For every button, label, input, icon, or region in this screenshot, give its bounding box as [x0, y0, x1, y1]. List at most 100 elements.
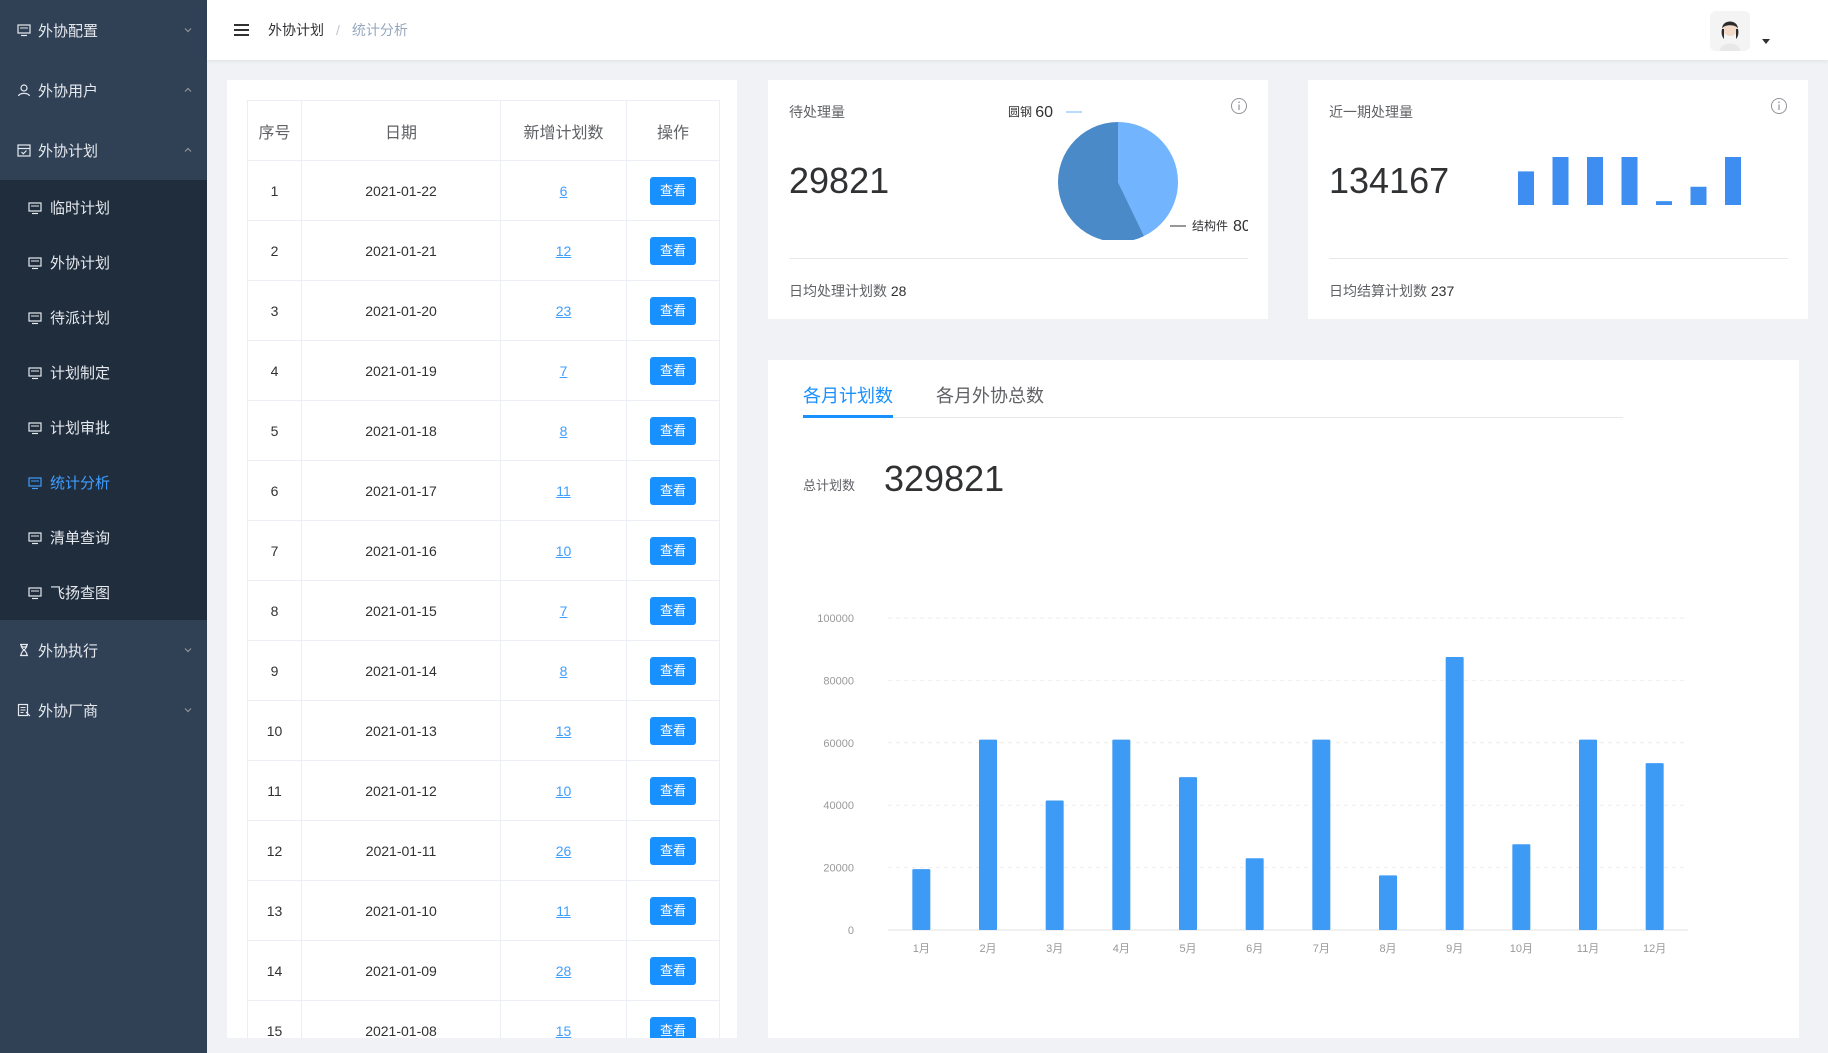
bar — [1312, 739, 1331, 930]
view-button[interactable]: 查看 — [650, 1016, 696, 1038]
mini-bar — [1656, 201, 1672, 205]
sidebar-item-2[interactable]: 待派计划 — [0, 290, 207, 345]
cell-count: 26 — [500, 820, 627, 881]
view-button[interactable]: 查看 — [650, 476, 696, 505]
sidebar-item-5[interactable]: 统计分析 — [0, 455, 207, 510]
menu-label: 外协计划 — [38, 142, 99, 160]
count-link[interactable]: 7 — [559, 602, 568, 619]
cell-count: 8 — [500, 640, 627, 701]
view-button[interactable]: 查看 — [650, 176, 696, 205]
cell-action: 查看 — [626, 700, 720, 761]
sidebar-item-0[interactable]: 临时计划 — [0, 180, 207, 235]
table-row: 10 2021-01-13 13 查看 — [247, 700, 720, 761]
menu-outsource-user[interactable]: 外协用户 — [0, 60, 207, 120]
avatar-image — [1710, 11, 1750, 51]
breadcrumb-item[interactable]: 外协计划 — [268, 22, 324, 38]
daily-plan-table-card: 序号 日期 新增计划数 操作 1 2021-01-22 6 查看 2 2021-01-21… — [227, 80, 737, 1038]
cell-date: 2021-01-10 — [301, 880, 501, 941]
cell-count: 7 — [500, 340, 627, 401]
count-link[interactable]: 11 — [556, 482, 571, 499]
count-link[interactable]: 10 — [555, 542, 572, 559]
x-tick-label: 2月 — [979, 943, 996, 955]
count-link[interactable]: 26 — [555, 842, 572, 859]
cell-index: 13 — [247, 880, 302, 941]
pie-value-label: 80 — [1233, 218, 1248, 235]
tab-monthly-outsource[interactable]: 各月外协总数 — [936, 386, 1044, 406]
count-link[interactable]: 10 — [555, 782, 572, 799]
sidebar-item-label: 外协计划 — [50, 255, 111, 272]
hamburger-menu-icon[interactable] — [234, 21, 252, 39]
sidebar-item-label: 计划审批 — [50, 420, 111, 437]
count-link[interactable]: 12 — [555, 242, 572, 259]
count-link[interactable]: 11 — [556, 902, 571, 919]
view-button[interactable]: 查看 — [650, 896, 696, 925]
breadcrumb: 外协计划 / 统计分析 — [268, 20, 408, 40]
chevron-down-icon — [184, 708, 192, 713]
view-button[interactable]: 查看 — [650, 716, 696, 745]
table-row: 7 2021-01-16 10 查看 — [247, 520, 720, 581]
view-button[interactable]: 查看 — [650, 656, 696, 685]
cell-index: 8 — [247, 580, 302, 641]
tab-monthly-plans[interactable]: 各月计划数 — [803, 380, 893, 418]
sidebar-item-4[interactable]: 计划审批 — [0, 400, 207, 455]
menu-outsource-vendor[interactable]: 外协厂商 — [0, 680, 207, 740]
bar — [1512, 844, 1531, 930]
x-tick-label: 9月 — [1446, 943, 1463, 955]
caret-down-icon[interactable] — [1762, 39, 1770, 44]
view-button[interactable]: 查看 — [650, 536, 696, 565]
info-icon[interactable] — [1770, 97, 1788, 115]
view-button[interactable]: 查看 — [650, 596, 696, 625]
x-tick-label: 6月 — [1246, 943, 1263, 955]
menu-outsource-config[interactable]: 外协配置 — [0, 0, 207, 60]
count-link[interactable]: 7 — [559, 362, 568, 379]
view-button[interactable]: 查看 — [650, 356, 696, 385]
count-link[interactable]: 28 — [555, 962, 572, 979]
cell-count: 28 — [500, 940, 627, 1001]
view-button[interactable]: 查看 — [650, 956, 696, 985]
pending-footer-label: 日均处理计划数 — [789, 283, 887, 299]
table-row: 12 2021-01-11 26 查看 — [247, 820, 720, 881]
info-icon[interactable] — [1230, 97, 1248, 115]
table-row: 14 2021-01-09 28 查看 — [247, 940, 720, 1001]
chevron-up-icon — [184, 87, 192, 92]
view-button[interactable]: 查看 — [650, 296, 696, 325]
table-row: 1 2021-01-22 6 查看 — [247, 160, 720, 221]
monitor-icon — [28, 585, 44, 601]
sidebar-item-6[interactable]: 清单查询 — [0, 510, 207, 565]
sidebar-item-label: 待派计划 — [50, 310, 111, 327]
menu-outsource-plan[interactable]: 外协计划 — [0, 120, 207, 180]
view-button[interactable]: 查看 — [650, 776, 696, 805]
sidebar-item-3[interactable]: 计划制定 — [0, 345, 207, 400]
menu-label: 外协用户 — [38, 82, 99, 100]
total-plans-label: 总计划数 — [803, 478, 856, 493]
chart-tabs: 各月计划数 各月外协总数 — [803, 380, 1623, 418]
sidebar-item-7[interactable]: 飞扬查图 — [0, 565, 207, 620]
user-avatar[interactable] — [1710, 11, 1750, 51]
view-button[interactable]: 查看 — [650, 236, 696, 265]
mini-bar — [1690, 186, 1707, 205]
recent-card: 近一期处理量 134167 日均结算计划数 237 — [1308, 80, 1808, 319]
cell-date: 2021-01-21 — [301, 220, 501, 281]
menu-label: 外协执行 — [38, 642, 99, 660]
view-button[interactable]: 查看 — [650, 836, 696, 865]
count-link[interactable]: 23 — [555, 302, 572, 319]
count-link[interactable]: 8 — [559, 422, 568, 439]
pie-name-label: 结构件 — [1192, 218, 1228, 233]
cell-index: 11 — [247, 760, 302, 821]
y-tick-label: 60000 — [823, 738, 854, 750]
cell-index: 4 — [247, 340, 302, 401]
count-link[interactable]: 6 — [559, 182, 568, 199]
count-link[interactable]: 8 — [559, 662, 568, 679]
recent-footer-value: 237 — [1430, 283, 1455, 299]
table-row: 3 2021-01-20 23 查看 — [247, 280, 720, 341]
col-header-date: 日期 — [301, 100, 501, 161]
menu-outsource-execution[interactable]: 外协执行 — [0, 620, 207, 680]
count-link[interactable]: 15 — [555, 1022, 572, 1039]
pending-value: 29821 — [789, 160, 890, 201]
pie-name-label: 圆钢 — [1008, 105, 1032, 119]
sidebar-item-1[interactable]: 外协计划 — [0, 235, 207, 290]
cell-date: 2021-01-20 — [301, 280, 501, 341]
view-button[interactable]: 查看 — [650, 416, 696, 445]
count-link[interactable]: 13 — [555, 722, 572, 739]
cell-index: 2 — [247, 220, 302, 281]
